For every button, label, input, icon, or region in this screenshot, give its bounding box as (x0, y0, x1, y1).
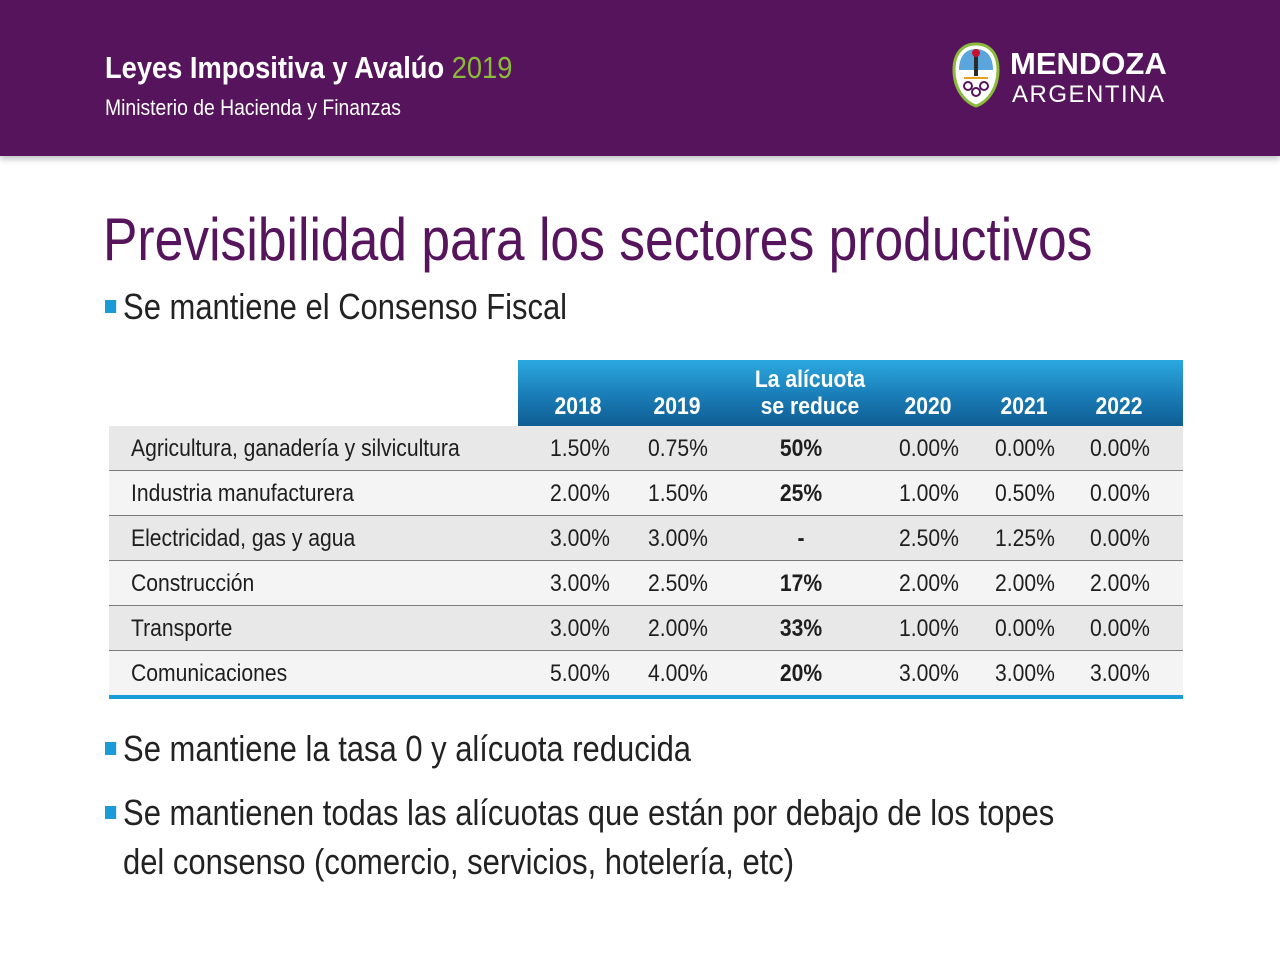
cell-reduce: 20% (779, 660, 823, 687)
logo-country: ARGENTINA (1012, 81, 1166, 108)
cell-2018: 2.00% (550, 480, 610, 507)
cell-2020: 2.00% (899, 570, 959, 597)
bullet-square-icon (105, 806, 117, 819)
bullet-text-continuation: del consenso (comercio, servicios, hotel… (123, 841, 795, 882)
cell-2022: 3.00% (1090, 660, 1150, 687)
header-subtitle: Ministerio de Hacienda y Finanzas (105, 95, 401, 120)
cell-2019: 1.50% (648, 480, 708, 507)
cell-sector: Agricultura, ganadería y silvicultura (131, 435, 460, 462)
cell-2019: 2.00% (648, 615, 708, 642)
cell-2019: 4.00% (648, 660, 708, 687)
header-title: Leyes Impositiva y Avalúo 2019 (105, 50, 512, 86)
bullet-text: Se mantiene el Consenso Fiscal (123, 286, 568, 327)
cell-sector: Transporte (131, 615, 233, 642)
col-header-reduce: La alícuota se reduce (740, 366, 881, 420)
table-header: 2018 2019 La alícuota se reduce 2020 202… (518, 360, 1183, 426)
cell-2018: 3.00% (550, 525, 610, 552)
logo-name: MENDOZA (1010, 46, 1167, 81)
col-header-2018: 2018 (554, 393, 602, 420)
cell-2022: 2.00% (1090, 570, 1150, 597)
rates-table: 2018 2019 La alícuota se reduce 2020 202… (109, 360, 1183, 700)
col-header-reduce-line1: La alícuota (754, 366, 866, 393)
cell-reduce: - (797, 525, 805, 552)
cell-2021: 2.00% (995, 570, 1055, 597)
cell-2022: 0.00% (1090, 615, 1150, 642)
cell-2021: 0.50% (995, 480, 1055, 507)
cell-2019: 2.50% (648, 570, 708, 597)
cell-reduce: 25% (779, 480, 823, 507)
cell-sector: Comunicaciones (131, 660, 288, 687)
slide-header: Leyes Impositiva y Avalúo 2019 Ministeri… (0, 0, 1280, 156)
cell-2022: 0.00% (1090, 480, 1150, 507)
mendoza-coat-of-arms-icon (952, 42, 1000, 108)
col-header-2022: 2022 (1095, 393, 1143, 420)
cell-2022: 0.00% (1090, 435, 1150, 462)
bullet-text: Se mantiene la tasa 0 y alícuota reducid… (123, 728, 692, 769)
bullet-item: Se mantiene la tasa 0 y alícuota reducid… (105, 728, 691, 770)
bullet-square-icon (105, 742, 117, 755)
col-header-2020: 2020 (904, 393, 952, 420)
cell-2021: 0.00% (995, 435, 1055, 462)
cell-sector: Construcción (131, 570, 255, 597)
cell-2021: 1.25% (995, 525, 1055, 552)
cell-2019: 0.75% (648, 435, 708, 462)
table-row: Industria manufacturera 2.00% 1.50% 25% … (109, 471, 1183, 516)
cell-reduce: 50% (779, 435, 823, 462)
table-row: Agricultura, ganadería y silvicultura 1.… (109, 426, 1183, 471)
cell-2022: 0.00% (1090, 525, 1150, 552)
cell-2021: 3.00% (995, 660, 1055, 687)
bullet-item: Se mantiene el Consenso Fiscal (105, 286, 567, 328)
cell-2020: 1.00% (899, 480, 959, 507)
slide-title: Previsibilidad para los sectores product… (103, 206, 1093, 273)
bullet-square-icon (105, 300, 117, 313)
header-title-text: Leyes Impositiva y Avalúo (105, 50, 445, 85)
mendoza-logo: MENDOZA ARGENTINA (950, 40, 1190, 112)
cell-sector: Electricidad, gas y agua (131, 525, 356, 552)
col-header-2021: 2021 (1000, 393, 1048, 420)
header-year: 2019 (451, 50, 513, 85)
bullet-item: Se mantienen todas las alícuotas que est… (105, 792, 1054, 834)
col-header-2019: 2019 (653, 393, 701, 420)
cell-2018: 5.00% (550, 660, 610, 687)
cell-2021: 0.00% (995, 615, 1055, 642)
cell-2020: 1.00% (899, 615, 959, 642)
table-row: Transporte 3.00% 2.00% 33% 1.00% 0.00% 0… (109, 606, 1183, 651)
cell-2020: 2.50% (899, 525, 959, 552)
cell-sector: Industria manufacturera (131, 480, 355, 507)
cell-2019: 3.00% (648, 525, 708, 552)
cell-reduce: 17% (779, 570, 823, 597)
table-row: Comunicaciones 5.00% 4.00% 20% 3.00% 3.0… (109, 651, 1183, 699)
cell-2020: 3.00% (899, 660, 959, 687)
table-row: Electricidad, gas y agua 3.00% 3.00% - 2… (109, 516, 1183, 561)
col-header-reduce-line2: se reduce (760, 393, 860, 420)
cell-reduce: 33% (779, 615, 823, 642)
cell-2018: 1.50% (550, 435, 610, 462)
cell-2020: 0.00% (899, 435, 959, 462)
cell-2018: 3.00% (550, 570, 610, 597)
bullet-text: Se mantienen todas las alícuotas que est… (123, 792, 1055, 833)
cell-2018: 3.00% (550, 615, 610, 642)
table-row: Construcción 3.00% 2.50% 17% 2.00% 2.00%… (109, 561, 1183, 606)
